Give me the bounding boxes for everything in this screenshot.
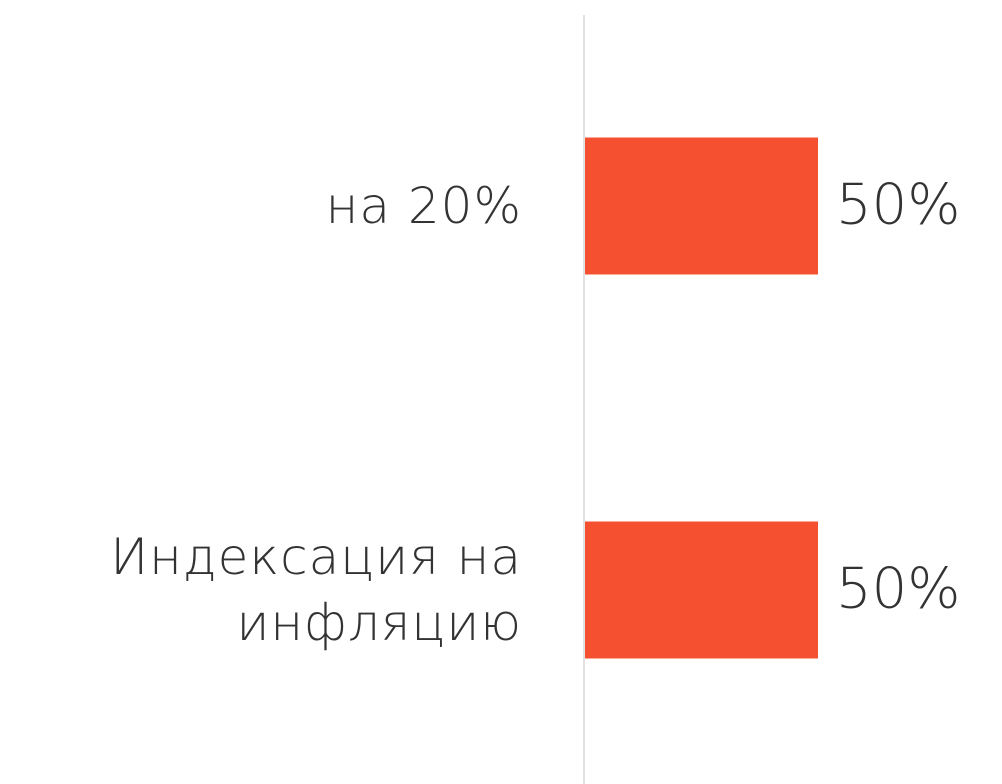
category-label: на 20% — [325, 177, 522, 235]
value-label: 50% — [836, 172, 960, 237]
bar — [585, 521, 818, 659]
bar — [585, 137, 818, 275]
category-label: Индексация на инфляцию — [110, 528, 522, 652]
value-label: 50% — [836, 556, 960, 621]
